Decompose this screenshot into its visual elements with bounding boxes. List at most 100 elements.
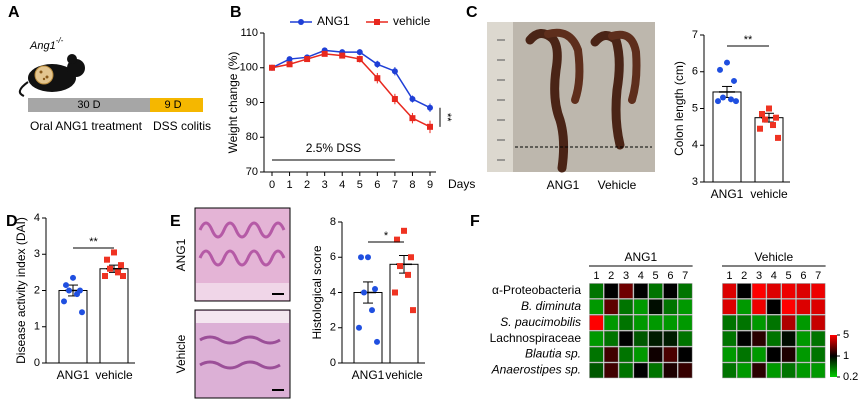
y-tick-label: 90	[246, 96, 258, 108]
data-point	[394, 236, 400, 243]
y-tick-label: 70	[246, 166, 258, 178]
row-label: S. paucimobilis	[500, 315, 581, 329]
heatmap-cell	[796, 330, 811, 347]
phase-bar	[28, 98, 150, 112]
data-point	[63, 282, 69, 289]
x-tick-label: 4	[339, 179, 345, 191]
heatmap-cell	[766, 362, 781, 379]
heatmap-cell	[648, 330, 663, 347]
data-point	[410, 307, 416, 314]
series-line	[271, 49, 431, 109]
heatmap-cell	[737, 346, 752, 363]
data-point	[70, 274, 76, 281]
heatmap-cell	[618, 283, 634, 299]
heatmap-cell	[648, 362, 663, 379]
data-point	[427, 104, 433, 111]
significance-label: **	[89, 236, 98, 248]
data-point	[408, 254, 414, 261]
y-tick-label: 2	[330, 322, 336, 334]
heatmap-cell	[811, 283, 826, 299]
significance-label: *	[384, 230, 389, 242]
schematic: Ang1-/- 30 D 9 D Oral ANG1 treatment DSS…	[18, 36, 211, 133]
data-point	[120, 273, 126, 279]
data-point	[118, 262, 124, 269]
column-label: 4	[771, 270, 777, 282]
bar	[99, 268, 129, 364]
heatmap-cell	[737, 299, 752, 315]
image-label: ANG1	[174, 238, 188, 271]
genotype: -/-	[56, 36, 64, 45]
heatmap-cell	[811, 362, 826, 379]
x-axis-label: Days	[448, 177, 475, 191]
heatmap-cell	[604, 346, 619, 363]
data-point	[775, 134, 781, 141]
data-point	[724, 59, 730, 66]
data-point	[356, 324, 362, 331]
heatmap-cell	[604, 330, 619, 347]
image-label: Vehicle	[174, 334, 188, 373]
bar	[712, 91, 742, 183]
x-tick-label: 9	[427, 179, 433, 191]
heatmap-cell	[618, 299, 634, 315]
y-tick-label: 110	[240, 27, 258, 39]
column-label: 6	[800, 270, 806, 282]
heatmap-cell	[633, 346, 648, 363]
column-label: 2	[608, 270, 614, 282]
genotype-label: Ang1-/-	[29, 36, 64, 52]
data-point	[392, 289, 398, 296]
data-point	[286, 61, 293, 68]
heatmap-cell	[648, 283, 663, 299]
panel-label: C	[466, 4, 478, 21]
data-point	[773, 114, 779, 121]
data-point	[397, 263, 403, 270]
heatmap-cell	[633, 299, 648, 315]
x-tick-label: 1	[286, 179, 292, 191]
heatmap-cell	[663, 299, 678, 315]
heatmap-cell	[766, 283, 781, 299]
data-point	[321, 50, 328, 57]
data-point	[762, 116, 768, 123]
panel-label: B	[230, 4, 242, 21]
data-point	[759, 111, 765, 118]
y-tick-label: 0	[330, 357, 336, 369]
legend-marker	[374, 19, 380, 25]
column-label: 4	[638, 270, 644, 282]
heatmap-cell	[678, 346, 693, 363]
data-point	[409, 96, 416, 103]
data-point	[391, 96, 398, 103]
column-label: 5	[653, 270, 659, 282]
x-tick-label: ANG1	[352, 368, 385, 382]
data-point	[107, 265, 113, 272]
heatmap-cell	[589, 346, 604, 363]
y-tick-label: 4	[692, 139, 698, 151]
gene: Ang1	[29, 40, 56, 52]
y-tick-label: 4	[34, 212, 40, 224]
heatmap-cell	[648, 346, 663, 363]
heatmap-cell	[766, 330, 781, 347]
mouse-icon	[18, 54, 85, 97]
heatmap-cell	[663, 330, 678, 347]
data-point	[66, 287, 72, 294]
significance-label: **	[744, 34, 753, 46]
phase-caption: DSS colitis	[153, 119, 211, 133]
data-point	[715, 98, 721, 105]
heatmap-cell	[722, 283, 737, 299]
data-point	[372, 285, 378, 292]
column-label: 5	[786, 270, 792, 282]
colorbar-tick-label: 1	[843, 350, 849, 362]
heatmap-cell	[751, 362, 767, 379]
data-point	[401, 227, 407, 234]
column-label: 6	[667, 270, 673, 282]
data-point	[720, 94, 726, 101]
y-axis-label: Histological score	[310, 245, 324, 339]
photo-label: Vehicle	[598, 178, 637, 192]
column-label: 2	[741, 270, 747, 282]
data-point	[115, 269, 121, 276]
data-point	[731, 77, 737, 84]
phase-label: 30 D	[77, 99, 100, 111]
heatmap-cell	[633, 362, 648, 379]
y-tick-label: 4	[330, 286, 336, 298]
data-point	[74, 291, 80, 298]
row-label: α-Proteobacteria	[492, 283, 581, 297]
